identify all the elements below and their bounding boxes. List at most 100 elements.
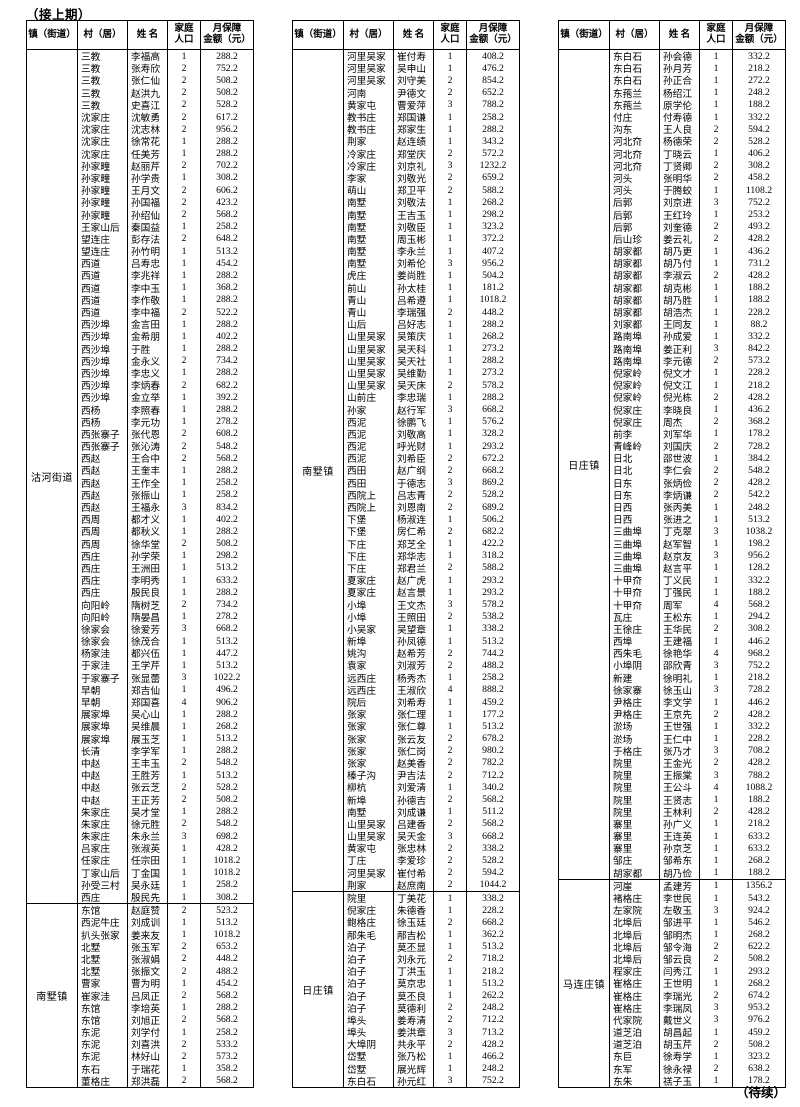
table-row: 王家山后 秦国益 1 258.2 — [78, 220, 253, 233]
name-cell: 刘国庆 — [660, 440, 700, 453]
village-cell: 西赵 — [78, 500, 128, 514]
household-cell: 1 — [700, 720, 733, 733]
name-cell: 刘爱清 — [394, 781, 434, 794]
village-cell: 岱墅 — [344, 1050, 394, 1063]
table-row: 南墅 王吉玉 1 298.2 — [344, 208, 519, 221]
amount-cell: 258.2 — [216, 879, 238, 891]
amount-cell: 718.2 — [482, 953, 504, 965]
household-cell: 1 — [434, 904, 467, 917]
amount-cell: 712.2 — [482, 769, 504, 781]
table-row: 小埠 王照田 2 538.2 — [344, 610, 519, 623]
table-row: 小吴家 吴望章 1 338.2 — [344, 622, 519, 635]
amount-cell: 493.2 — [748, 221, 770, 233]
household-cell: 3 — [700, 1001, 733, 1014]
village-cell: 南墅 — [344, 805, 394, 818]
name-cell: 郑国喜 — [128, 695, 168, 709]
name-cell: 刘京进 — [660, 196, 700, 209]
amount-cell: 459.2 — [482, 696, 504, 708]
table-row: 路南埠 李元德 2 573.2 — [610, 354, 785, 367]
amount-cell: 744.2 — [482, 647, 504, 659]
village-cell: 刘家都 — [610, 318, 660, 331]
household-cell: 1 — [168, 147, 201, 160]
amount-cell: 288.2 — [216, 148, 238, 160]
table-row: 崔家洼 吕凤正 2 568.2 — [78, 989, 253, 1002]
town-label: 日庄镇 — [559, 50, 610, 879]
amount-cell: 218.2 — [748, 379, 770, 391]
table-header-row: 镇（街道） 村（居）姓 名家庭 人口 月保障 金额（元） — [559, 21, 785, 50]
amount-cell: 338.2 — [482, 892, 504, 904]
name-cell: 倪文江 — [660, 379, 700, 392]
household-cell: 1 — [434, 318, 467, 331]
household-cell: 2 — [434, 732, 467, 745]
village-cell: 前山 — [344, 281, 394, 294]
village-cell: 北埠后 — [610, 952, 660, 966]
village-cell: 淤场 — [610, 720, 660, 733]
household-cell: 1 — [168, 171, 201, 185]
amount-cell: 228.2 — [748, 306, 770, 318]
table-row: 崔格庄 王世明 1 268.2 — [610, 977, 785, 990]
village-cell: 西泥牛庄 — [78, 916, 128, 929]
name-cell: 郑洪磊 — [128, 1074, 168, 1087]
amount-cell: 906.2 — [216, 696, 238, 708]
village-cell: 倪家岭 — [610, 391, 660, 404]
name-cell: 王人良 — [660, 123, 700, 136]
header-amount: 月保障 金额（元） — [467, 21, 519, 49]
household-cell: 3 — [700, 196, 733, 209]
household-cell: 3 — [434, 598, 467, 611]
name-cell: 李瑞凤 — [660, 1001, 700, 1014]
amount-cell: 752.2 — [482, 1075, 504, 1087]
name-cell: 王贤志 — [660, 793, 700, 806]
table-row: 黄家屯 曹爱萍 3 788.2 — [344, 98, 519, 111]
household-cell: 2 — [434, 647, 467, 660]
name-cell: 王福永 — [128, 500, 168, 514]
village-cell: 吕家庄 — [78, 842, 128, 855]
village-cell: 山后 — [344, 318, 394, 331]
table-row: 北墅 张淑娟 2 448.2 — [78, 952, 253, 966]
name-cell: 姜来友 — [128, 928, 168, 941]
name-cell: 吴心山 — [128, 708, 168, 721]
name-cell: 赵丽芹 — [128, 159, 168, 172]
household-cell: 3 — [434, 403, 467, 416]
name-cell: 王京先 — [660, 708, 700, 721]
table-row: 西庄 殷民良 1 288.2 — [78, 586, 253, 599]
name-cell: 刘希寿 — [394, 695, 434, 709]
amount-cell: 408.2 — [482, 50, 504, 62]
amount-cell: 268.2 — [482, 196, 504, 208]
village-cell: 西庄 — [78, 890, 128, 904]
name-cell: 王华民 — [660, 622, 700, 635]
household-cell: 2 — [168, 756, 201, 770]
amount-cell: 436.2 — [748, 245, 770, 257]
rows-group: 院里 丁美花 1 338.2 倪家庄 朱德香 1 228.2 鲍格庄 徐玉廷 2 668.2 邴朱毛 邴吉… — [344, 891, 519, 1087]
household-cell: 1 — [168, 769, 201, 782]
name-cell: 于腾蛟 — [660, 184, 700, 197]
amount-cell: 448.2 — [216, 953, 238, 965]
amount-cell: 788.2 — [482, 99, 504, 111]
table-row: 西赵 张振山 1 258.2 — [78, 488, 253, 501]
village-cell: 东泥 — [78, 1050, 128, 1063]
amount-cell: 308.2 — [216, 172, 238, 184]
village-cell: 北埠后 — [610, 940, 660, 953]
village-cell: 柳杭 — [344, 781, 394, 794]
name-cell: 徐寿学 — [660, 1050, 700, 1063]
village-cell: 南墅 — [344, 220, 394, 233]
household-cell: 3 — [700, 904, 733, 917]
household-cell: 2 — [434, 1013, 467, 1026]
village-cell: 教书庄 — [344, 110, 394, 124]
name-cell: 杨淑连 — [394, 513, 434, 526]
village-cell: 下堡 — [344, 525, 394, 538]
table-row: 董格庄 郑洪磊 2 568.2 — [78, 1074, 253, 1087]
table-row: 程家庄 闫秀江 1 293.2 — [610, 965, 785, 978]
amount-cell: 288.2 — [216, 367, 238, 379]
village-cell: 徐家寨 — [610, 683, 660, 696]
household-cell: 2 — [168, 989, 201, 1002]
header-line: 人口 — [706, 35, 726, 45]
table-row: 院里 王公斗 4 1088.2 — [610, 781, 785, 794]
household-cell: 2 — [168, 379, 201, 392]
village-cell: 沈家庄 — [78, 110, 128, 124]
header-name: 姓 名 — [128, 21, 168, 49]
table-row: 河北夼 丁晓云 1 406.2 — [610, 147, 785, 160]
amount-cell: 1232.2 — [479, 160, 507, 172]
household-cell: 1 — [434, 965, 467, 978]
table-row: 泊子 刘永元 2 718.2 — [344, 952, 519, 966]
household-cell: 1 — [700, 427, 733, 440]
